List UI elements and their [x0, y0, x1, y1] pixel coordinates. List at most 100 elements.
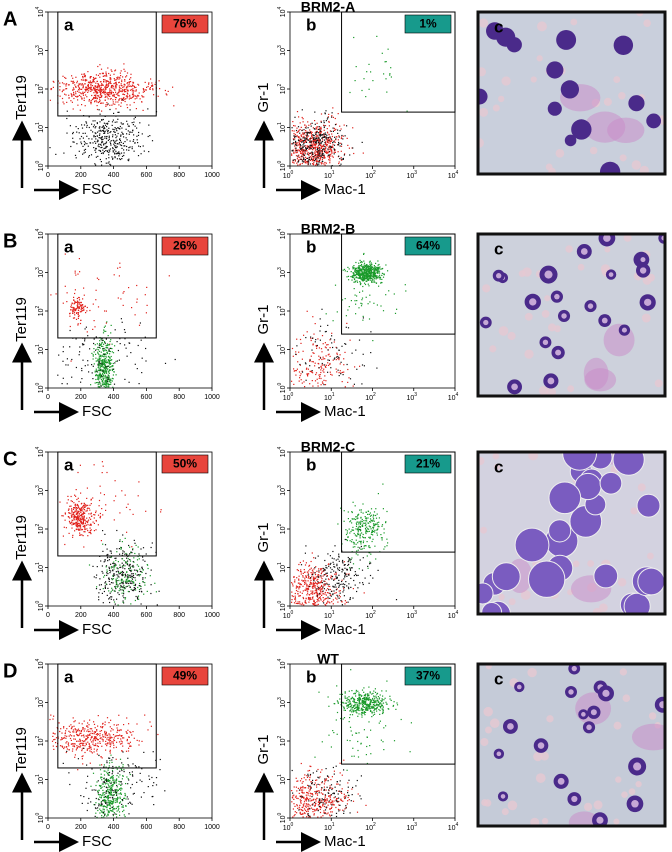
dot	[90, 87, 91, 88]
cell	[646, 114, 661, 129]
dot	[306, 380, 307, 381]
dot	[99, 357, 100, 358]
dot	[337, 130, 338, 131]
dot	[121, 490, 122, 491]
dot	[316, 590, 317, 591]
dot	[304, 580, 305, 581]
dot	[138, 546, 139, 547]
dot	[115, 329, 116, 330]
dot	[81, 98, 82, 99]
dot	[316, 571, 317, 572]
dot	[94, 120, 95, 121]
dot	[302, 144, 303, 145]
dot	[107, 347, 108, 348]
tick-base: 10	[406, 173, 414, 180]
dot	[142, 96, 143, 97]
dot	[329, 162, 330, 163]
dot	[302, 154, 303, 155]
dot	[308, 140, 309, 141]
dot	[109, 572, 110, 573]
dot	[112, 99, 113, 100]
dot	[82, 304, 83, 305]
dot	[71, 500, 72, 501]
dot	[153, 94, 154, 95]
dot	[332, 558, 333, 559]
dot	[96, 361, 97, 362]
dot	[334, 593, 335, 594]
dot	[321, 572, 322, 573]
dot	[363, 272, 364, 273]
dot	[325, 165, 326, 166]
dot	[143, 92, 144, 93]
dot	[116, 136, 117, 137]
dot	[336, 589, 337, 590]
dot	[93, 80, 94, 81]
dot	[304, 146, 305, 147]
dot	[331, 150, 332, 151]
dot	[114, 566, 115, 567]
dot	[126, 507, 127, 508]
dot	[128, 580, 129, 581]
dot	[344, 568, 345, 569]
tick-base: 10	[280, 125, 287, 133]
dot	[341, 581, 342, 582]
dot	[95, 358, 96, 359]
dot	[96, 89, 97, 90]
dot	[107, 146, 108, 147]
dot	[303, 381, 304, 382]
dot	[139, 92, 140, 93]
y-tick-label: 100	[35, 160, 45, 171]
dot	[79, 303, 80, 304]
dot	[142, 581, 143, 582]
dot	[296, 590, 297, 591]
dot	[89, 505, 90, 506]
dot	[329, 160, 330, 161]
dot	[297, 135, 298, 136]
dot	[80, 465, 81, 466]
dot	[102, 461, 103, 462]
dot	[98, 306, 99, 307]
dot	[92, 89, 93, 90]
dot	[124, 560, 125, 561]
dot	[96, 382, 97, 383]
dot	[368, 272, 369, 273]
dot	[321, 585, 322, 586]
dot	[102, 346, 103, 347]
dot	[380, 279, 381, 280]
dot	[120, 343, 121, 344]
dot	[310, 337, 311, 338]
dot	[375, 268, 376, 269]
dot	[85, 83, 86, 84]
dot	[342, 591, 343, 592]
dot	[302, 147, 303, 148]
dot	[115, 127, 116, 128]
dot	[93, 92, 94, 93]
dot	[97, 66, 98, 67]
dot	[98, 366, 99, 367]
dot	[139, 569, 140, 570]
dot	[97, 343, 98, 344]
dot	[109, 379, 110, 380]
dot	[366, 71, 367, 72]
dot	[306, 562, 307, 563]
tick-exp: 1	[35, 344, 41, 347]
dot	[317, 379, 318, 380]
dot	[312, 380, 313, 381]
dot	[352, 127, 353, 128]
dot	[154, 583, 155, 584]
dot	[315, 134, 316, 135]
dot	[128, 575, 129, 576]
dot	[343, 590, 344, 591]
dot	[132, 579, 133, 580]
dot	[123, 585, 124, 586]
dot	[108, 98, 109, 99]
dot	[81, 136, 82, 137]
dot	[305, 157, 306, 158]
dot	[104, 79, 105, 80]
dot	[317, 338, 318, 339]
dot	[71, 515, 72, 516]
dot	[117, 101, 118, 102]
dot	[389, 75, 390, 76]
dot	[95, 136, 96, 137]
dot	[89, 127, 90, 128]
